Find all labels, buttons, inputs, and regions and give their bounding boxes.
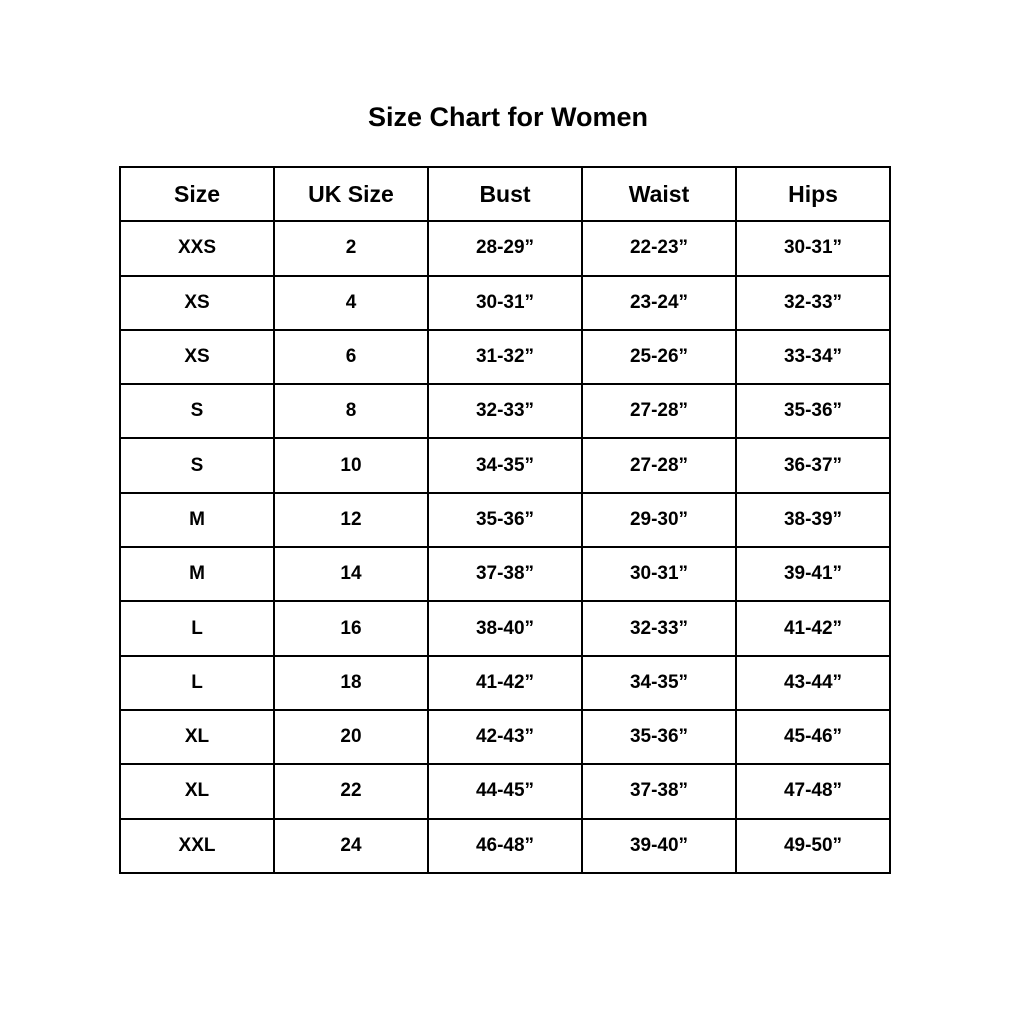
table-cell: 23-24”: [581, 274, 737, 331]
table-cell: 41-42”: [427, 654, 583, 711]
table-cell: 42-43”: [427, 708, 583, 766]
table-cell: 44-45”: [427, 763, 583, 820]
table-row: XL 20 42-43” 35-36” 45-46”: [119, 708, 891, 766]
table-header-row: Size UK Size Bust Waist Hips: [119, 165, 891, 223]
table-cell: 18: [273, 654, 429, 711]
table-row: S 10 34-35” 27-28” 36-37”: [119, 437, 891, 494]
table-cell: 10: [273, 437, 429, 494]
table-cell: 2: [273, 220, 429, 277]
table-cell: 25-26”: [581, 328, 737, 386]
table-cell: 41-42”: [735, 600, 891, 657]
table-cell: 33-34”: [735, 328, 891, 386]
table-cell: L: [119, 654, 275, 711]
table-row: M 14 37-38” 30-31” 39-41”: [119, 546, 891, 603]
table-row: XS 4 30-31” 23-24” 32-33”: [119, 274, 891, 331]
table-cell: S: [119, 383, 275, 440]
table-cell: 38-39”: [735, 491, 891, 549]
table-cell: 28-29”: [427, 220, 583, 277]
column-header: Bust: [427, 165, 583, 223]
table-cell: L: [119, 600, 275, 657]
table-cell: 49-50”: [735, 817, 891, 874]
column-header: Waist: [581, 165, 737, 223]
table-row: XXL 24 46-48” 39-40” 49-50”: [119, 817, 891, 874]
table-cell: XS: [119, 274, 275, 331]
table-row: XXS 2 28-29” 22-23” 30-31”: [119, 220, 891, 277]
column-header: Hips: [735, 165, 891, 223]
table-cell: 4: [273, 274, 429, 331]
table-cell: 6: [273, 328, 429, 386]
table-cell: XS: [119, 328, 275, 386]
table-row: XS 6 31-32” 25-26” 33-34”: [119, 328, 891, 386]
table-cell: M: [119, 546, 275, 603]
table-cell: 43-44”: [735, 654, 891, 711]
table-cell: 22-23”: [581, 220, 737, 277]
table-cell: XXS: [119, 220, 275, 277]
table-cell: 31-32”: [427, 328, 583, 386]
table-cell: M: [119, 491, 275, 549]
column-header: UK Size: [273, 165, 429, 223]
table-cell: 34-35”: [581, 654, 737, 711]
table-cell: 27-28”: [581, 383, 737, 440]
page-title: Size Chart for Women: [367, 102, 649, 132]
table-cell: 45-46”: [735, 708, 891, 766]
table-cell: 22: [273, 763, 429, 820]
table-cell: 34-35”: [427, 437, 583, 494]
table-cell: 30-31”: [581, 546, 737, 603]
table-cell: 37-38”: [581, 763, 737, 820]
table-cell: 32-33”: [581, 600, 737, 657]
table-cell: 24: [273, 817, 429, 874]
table-cell: XXL: [119, 817, 275, 874]
table-cell: 32-33”: [427, 383, 583, 440]
table-cell: 47-48”: [735, 763, 891, 820]
table-cell: 8: [273, 383, 429, 440]
table-body: XXS 2 28-29” 22-23” 30-31” XS 4 30-31” 23-24” 32-…: [119, 220, 891, 874]
table-cell: 36-37”: [735, 437, 891, 494]
table-cell: 39-40”: [581, 817, 737, 874]
table-row: M 12 35-36” 29-30” 38-39”: [119, 491, 891, 549]
table-cell: 30-31”: [427, 274, 583, 331]
table-cell: 38-40”: [427, 600, 583, 657]
table-cell: S: [119, 437, 275, 494]
table-cell: 20: [273, 708, 429, 766]
table-cell: 12: [273, 491, 429, 549]
table-row: L 18 41-42” 34-35” 43-44”: [119, 654, 891, 711]
column-header: Size: [119, 165, 275, 223]
table-cell: 35-36”: [581, 708, 737, 766]
table-cell: XL: [119, 708, 275, 766]
table-row: S 8 32-33” 27-28” 35-36”: [119, 383, 891, 440]
table-cell: XL: [119, 763, 275, 820]
table-cell: 16: [273, 600, 429, 657]
table-cell: 29-30”: [581, 491, 737, 549]
table-cell: 32-33”: [735, 274, 891, 331]
size-chart-table: Size UK Size Bust Waist Hips XXS 2 28-29” 22-23…: [119, 165, 891, 874]
table-cell: 35-36”: [427, 491, 583, 549]
table-cell: 30-31”: [735, 220, 891, 277]
table-row: XL 22 44-45” 37-38” 47-48”: [119, 763, 891, 820]
table-row: L 16 38-40” 32-33” 41-42”: [119, 600, 891, 657]
table-cell: 27-28”: [581, 437, 737, 494]
table-cell: 35-36”: [735, 383, 891, 440]
table-cell: 37-38”: [427, 546, 583, 603]
table-cell: 14: [273, 546, 429, 603]
table-cell: 46-48”: [427, 817, 583, 874]
table-cell: 39-41”: [735, 546, 891, 603]
